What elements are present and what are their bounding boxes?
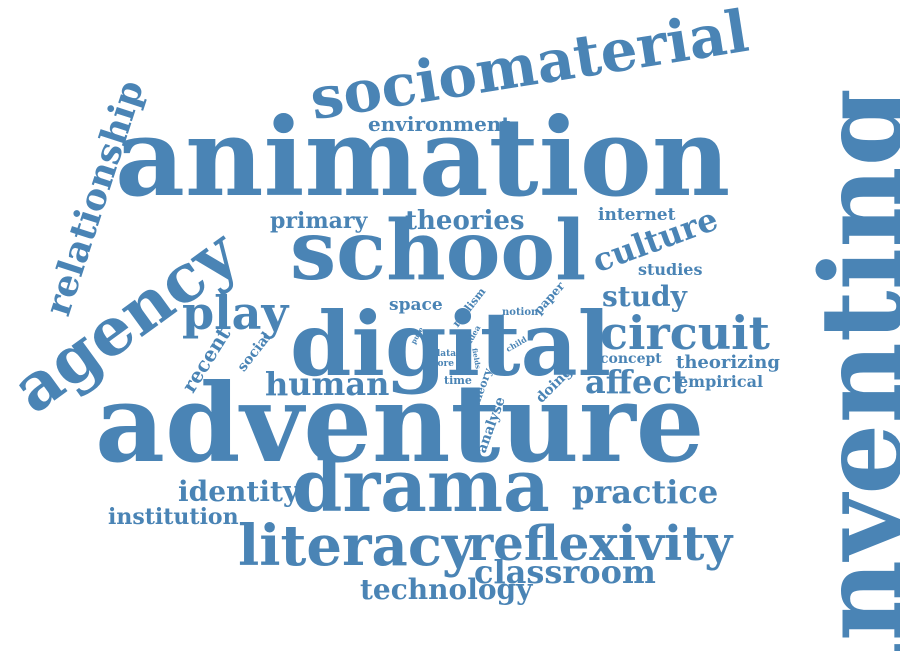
word-primary: primary: [270, 208, 368, 234]
word-data: data: [434, 349, 457, 359]
word-practice: practice: [572, 473, 719, 511]
word-notion: notion: [502, 307, 539, 318]
word-space: space: [389, 295, 443, 315]
word-inventing: inventing: [796, 88, 900, 651]
word-more: more: [428, 359, 454, 369]
word-concept: concept: [600, 351, 662, 367]
word-technology: technology: [360, 573, 533, 606]
word-digital: digital: [290, 292, 612, 396]
word-identity: identity: [178, 475, 300, 508]
word-studies: studies: [638, 260, 703, 279]
word-theories: theories: [405, 206, 525, 236]
word-drama: drama: [292, 443, 550, 528]
word-circuit: circuit: [600, 306, 770, 360]
word-reflexivity: reflexivity: [468, 516, 733, 572]
word-empirical: empirical: [678, 372, 764, 391]
word-environment: environment: [368, 112, 511, 136]
word-literacy: literacy: [238, 513, 475, 579]
word-affect: affect: [585, 363, 687, 401]
word-school: school: [290, 203, 587, 299]
word-study: study: [602, 280, 687, 313]
word-classroom: classroom: [474, 553, 656, 591]
word-animation: animation: [115, 95, 731, 221]
word-theorizing: theorizing: [676, 352, 780, 373]
word-adventure: adventure: [95, 361, 705, 487]
word-play: play: [182, 286, 289, 340]
word-institution: institution: [108, 504, 239, 530]
word-internet: internet: [598, 205, 676, 225]
word-human: human: [265, 365, 390, 403]
word-time: time: [444, 374, 472, 387]
